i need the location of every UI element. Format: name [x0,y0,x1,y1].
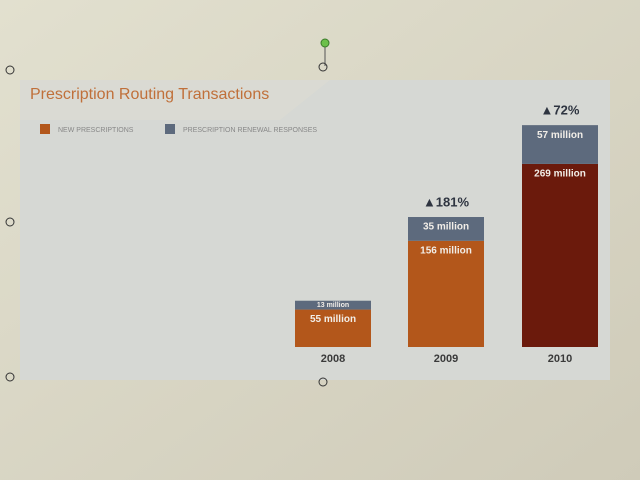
legend-swatch [40,124,50,134]
value-label: 35 million [423,222,469,233]
bar-segment [295,309,371,347]
bar-segment [295,300,371,310]
panel-highlight [20,80,330,120]
legend-label: PRESCRIPTION RENEWAL RESPONSES [183,127,317,134]
chart-title: Prescription Routing Transactions [30,86,269,103]
bar-segment [408,240,484,347]
value-label: 57 million [537,130,583,141]
value-label: 269 million [534,169,586,180]
value-label: 55 million [310,314,356,325]
x-tick-label: 2010 [548,353,572,365]
resize-handle[interactable] [318,62,328,72]
value-label: 156 million [420,245,472,256]
growth-label: ▲181% [423,194,470,209]
bar-segment [408,217,484,241]
legend-label: NEW PRESCRIPTIONS [58,127,134,134]
resize-handle[interactable] [5,372,15,382]
x-tick-label: 2009 [434,353,458,365]
resize-handle[interactable] [5,65,15,75]
value-label: 13 million [317,302,349,309]
legend-swatch [165,124,175,134]
x-tick-label: 2008 [321,353,345,365]
growth-label: ▲72% [541,103,580,118]
bar-segment [522,163,598,347]
resize-handle[interactable] [318,377,328,387]
resize-handle[interactable] [5,217,15,227]
bar-segment [522,125,598,164]
rotate-handle[interactable] [320,38,330,48]
